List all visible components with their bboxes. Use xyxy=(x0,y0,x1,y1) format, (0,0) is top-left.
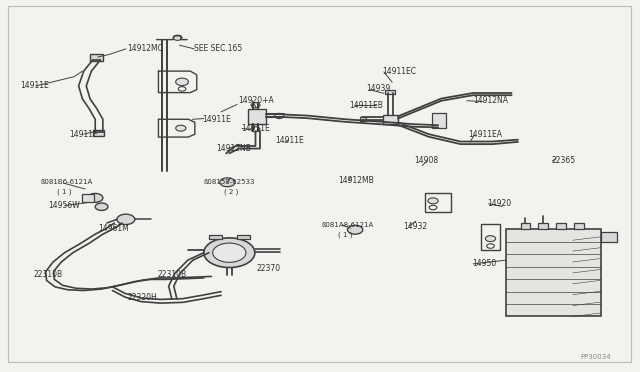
Circle shape xyxy=(428,198,438,204)
Text: 14911EA: 14911EA xyxy=(468,129,502,139)
Text: 14911E: 14911E xyxy=(275,136,304,145)
Text: 14911E: 14911E xyxy=(241,124,269,133)
Bar xyxy=(385,90,396,94)
Text: 14911E: 14911E xyxy=(202,115,230,124)
Text: 14911E: 14911E xyxy=(70,130,99,140)
Text: ( 1 ): ( 1 ) xyxy=(57,189,72,195)
Text: 14912MB: 14912MB xyxy=(338,176,374,185)
Text: 14911E: 14911E xyxy=(20,81,49,90)
Bar xyxy=(360,117,366,121)
Bar xyxy=(506,230,601,317)
Circle shape xyxy=(175,125,186,131)
Text: ß081A8-6121A: ß081A8-6121A xyxy=(321,222,374,228)
Bar xyxy=(538,223,548,230)
Circle shape xyxy=(88,193,103,202)
Circle shape xyxy=(204,238,255,267)
Text: SEE SEC.165: SEE SEC.165 xyxy=(194,44,243,52)
Text: 14911EB: 14911EB xyxy=(349,101,383,110)
Text: 14912NA: 14912NA xyxy=(473,96,508,105)
Text: 14950: 14950 xyxy=(472,259,496,268)
Bar xyxy=(556,223,566,230)
Text: 22310B: 22310B xyxy=(158,270,187,279)
Text: 14920+A: 14920+A xyxy=(238,96,274,105)
Bar xyxy=(93,130,104,136)
Text: 22320H: 22320H xyxy=(127,294,157,302)
Bar xyxy=(83,194,94,202)
Text: 14920: 14920 xyxy=(487,199,511,208)
Text: 14912MC: 14912MC xyxy=(127,44,163,52)
Circle shape xyxy=(95,203,108,211)
Bar xyxy=(237,235,250,239)
Text: PP30034: PP30034 xyxy=(580,354,611,360)
Bar xyxy=(574,223,584,230)
Circle shape xyxy=(117,214,135,225)
Bar xyxy=(209,235,221,239)
Bar xyxy=(426,193,451,212)
Bar xyxy=(90,54,103,61)
Text: 22370: 22370 xyxy=(256,264,280,273)
Bar xyxy=(433,113,447,128)
Text: ( 2 ): ( 2 ) xyxy=(224,189,239,195)
Text: ( 1 ): ( 1 ) xyxy=(338,232,353,238)
Bar xyxy=(383,115,398,124)
Text: 14911EC: 14911EC xyxy=(383,67,417,76)
Bar xyxy=(248,109,266,124)
Circle shape xyxy=(485,235,495,241)
Circle shape xyxy=(348,225,363,234)
Text: 22310B: 22310B xyxy=(34,270,63,279)
Circle shape xyxy=(220,178,235,187)
Text: 14932: 14932 xyxy=(403,221,427,231)
Text: 14912NB: 14912NB xyxy=(216,144,252,153)
Circle shape xyxy=(173,35,182,40)
Bar xyxy=(481,224,500,250)
Bar xyxy=(601,232,617,242)
Text: 14961M: 14961M xyxy=(98,224,129,233)
Text: 22365: 22365 xyxy=(551,156,575,165)
Text: 14956W: 14956W xyxy=(49,201,81,210)
Circle shape xyxy=(212,243,246,262)
Circle shape xyxy=(175,78,188,86)
Text: ß081B6-6121A: ß081B6-6121A xyxy=(40,179,93,185)
Text: 14939: 14939 xyxy=(366,84,390,93)
Text: ß08158-62533: ß08158-62533 xyxy=(204,179,255,185)
Text: 14908: 14908 xyxy=(415,156,438,165)
Bar xyxy=(520,223,530,230)
